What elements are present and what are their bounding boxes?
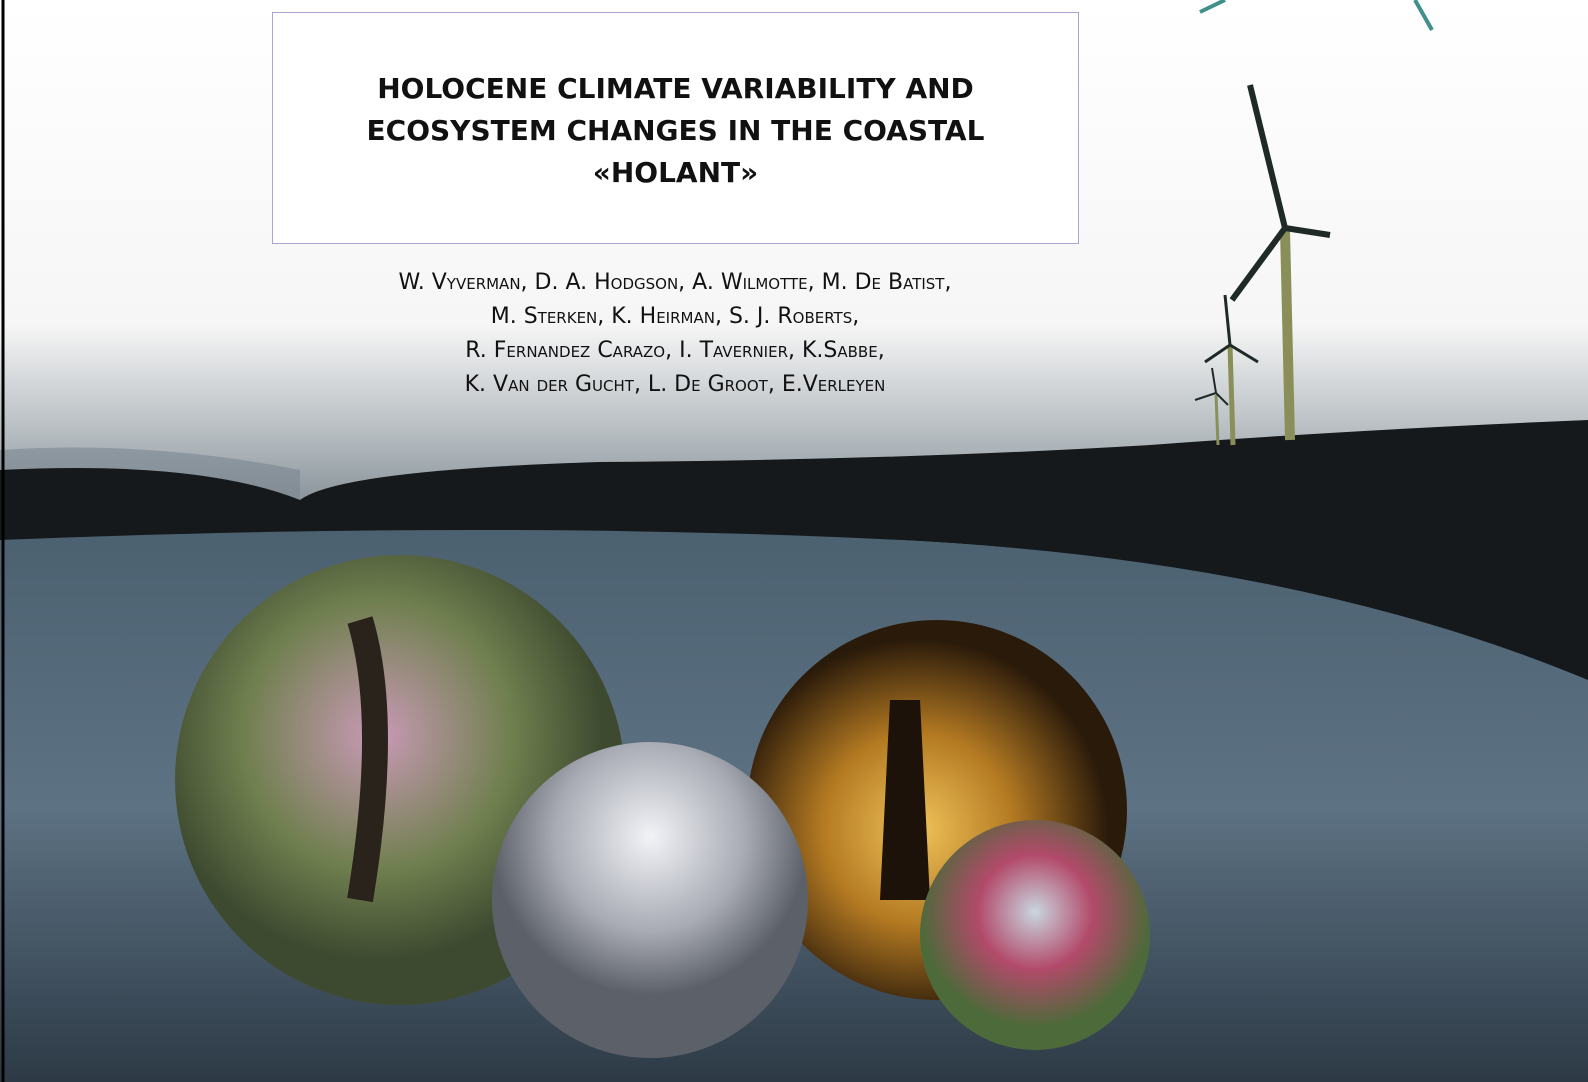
author-line: R. Fernandez Carazo, I. Tavernier, K.Sab… bbox=[200, 334, 1150, 368]
title-line: ECOSYSTEM CHANGES IN THE COASTAL bbox=[272, 110, 1079, 152]
title-line: «HOLANT» bbox=[272, 152, 1079, 194]
author-line: K. Van der Gucht, L. De Groot, E.Verleye… bbox=[200, 368, 1150, 402]
cover-page: HOLOCENE CLIMATE VARIABILITY AND ECOSYST… bbox=[0, 0, 1588, 1082]
author-line: M. Sterken, K. Heirman, S. J. Roberts, bbox=[200, 300, 1150, 334]
author-line: W. Vyverman, D. A. Hodgson, A. Wilmotte,… bbox=[200, 266, 1150, 300]
title-line: HOLOCENE CLIMATE VARIABILITY AND bbox=[272, 68, 1079, 110]
title: HOLOCENE CLIMATE VARIABILITY AND ECOSYST… bbox=[272, 68, 1079, 194]
authors: W. Vyverman, D. A. Hodgson, A. Wilmotte,… bbox=[200, 266, 1150, 402]
